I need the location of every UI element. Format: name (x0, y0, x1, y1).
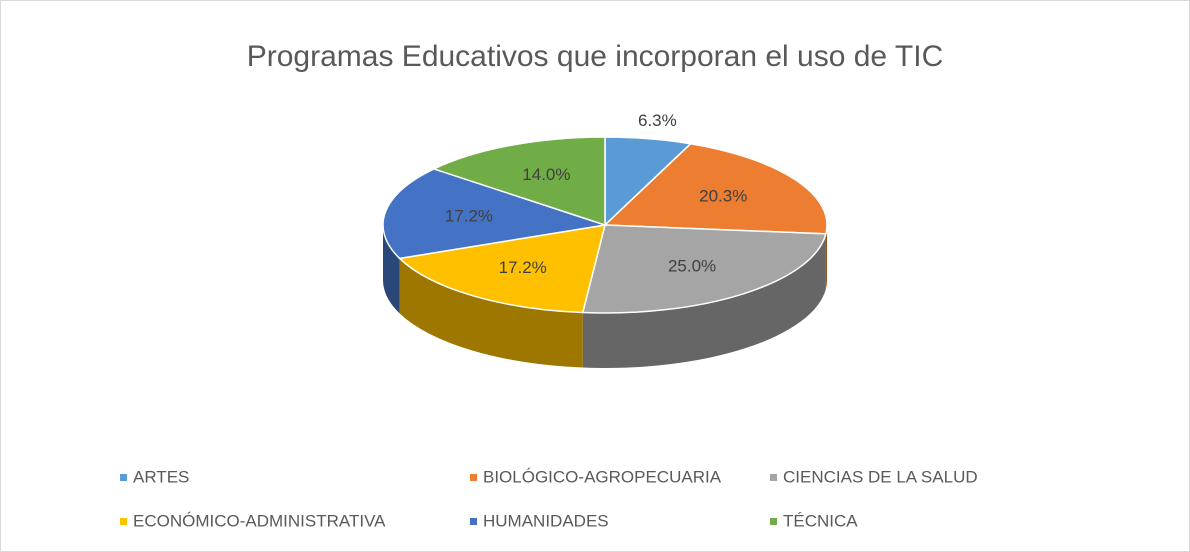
slice (398, 224, 607, 314)
legend-label: BIOLÓGICO-AGROPECUARIA (483, 467, 722, 486)
data-label: 25.0% (668, 257, 716, 276)
legend-swatch (470, 474, 477, 481)
data-label: 20.3% (699, 187, 747, 206)
legend-swatch (470, 518, 477, 525)
legend-swatch (770, 474, 777, 481)
data-label: 6.3% (638, 111, 677, 130)
slice-side (383, 225, 400, 314)
legend-label: HUMANIDADES (483, 511, 609, 530)
legend-swatch (120, 474, 127, 481)
legend-label: CIENCIAS DE LA SALUD (783, 467, 978, 486)
data-label: 14.0% (522, 165, 570, 184)
slice-side (399, 258, 583, 368)
slice (581, 224, 827, 314)
slice (382, 168, 606, 260)
slice (603, 143, 828, 235)
data-label: 17.2% (499, 258, 547, 277)
slice-side (582, 233, 826, 368)
legend-swatch (770, 518, 777, 525)
chart-title: Programas Educativos que incorporan el u… (247, 40, 944, 73)
legend-swatch (120, 518, 127, 525)
slice-side (825, 225, 827, 289)
legend-label: ARTES (133, 467, 189, 486)
legend-label: TÉCNICA (783, 511, 858, 530)
slice (431, 136, 606, 227)
data-label: 17.2% (445, 206, 493, 225)
legend-label: ECONÓMICO-ADMINISTRATIVA (133, 511, 386, 530)
